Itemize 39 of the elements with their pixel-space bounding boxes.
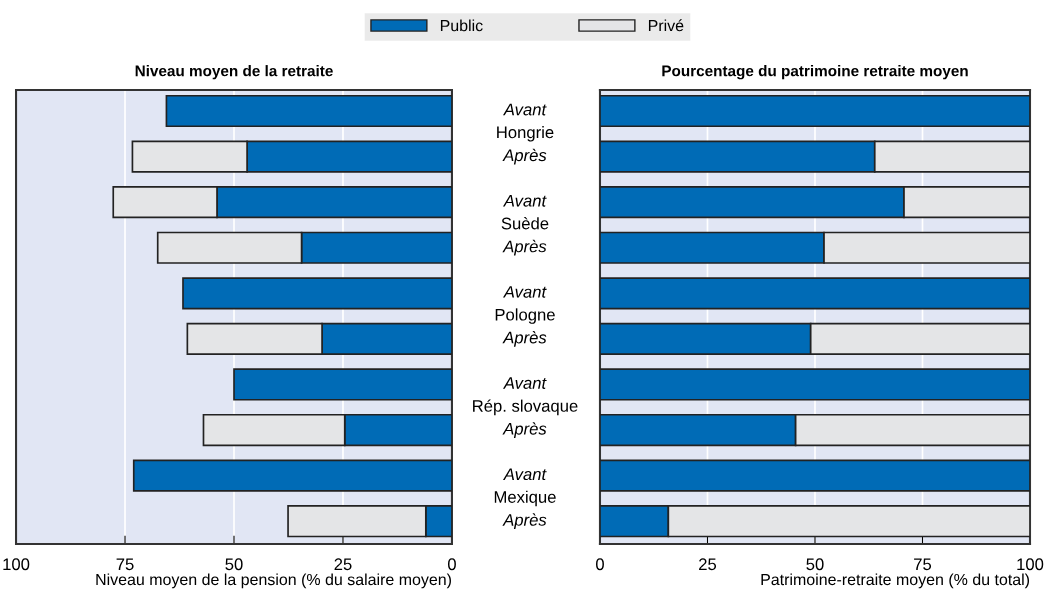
- bar: [132, 459, 452, 492]
- y-tick-label: Après: [502, 148, 547, 165]
- bar: [599, 94, 1030, 128]
- y-tick-label: Après: [502, 422, 547, 438]
- text: Hongrie: [497, 126, 554, 142]
- x-tick-label: 50: [806, 558, 824, 571]
- bar: [233, 368, 452, 401]
- x-tick-label: 25: [699, 558, 717, 571]
- x-tick-label: 75: [116, 558, 134, 571]
- y-tick-label: Après: [502, 239, 547, 256]
- x-tick-label: 50: [225, 558, 243, 571]
- y-tick-label: Après: [502, 513, 547, 530]
- bar: [599, 459, 1030, 492]
- y-tick-label: Avant: [502, 103, 547, 116]
- legend-label: Privé: [648, 19, 684, 32]
- bar: [599, 368, 1030, 401]
- text: Pologne: [495, 308, 555, 324]
- x-tick-label: 25: [334, 558, 352, 571]
- y-tick-label: Avant: [502, 377, 547, 389]
- x-axis-title: Niveau moyen de la pension (% du salaire moyen): [96, 573, 451, 589]
- x-tick-label: 75: [914, 558, 932, 571]
- text: Mexique: [494, 490, 556, 507]
- y-tick-label: Avant: [502, 468, 547, 481]
- bar: [182, 277, 452, 310]
- text: Suède: [501, 216, 549, 230]
- y-tick-label: Avant: [502, 286, 547, 298]
- bar: [165, 94, 452, 128]
- text: Rép. slovaque: [473, 399, 578, 416]
- x-tick-label: 0: [596, 558, 604, 571]
- x-tick-label: 0: [447, 558, 456, 571]
- y-tick-label: Avant: [502, 195, 547, 207]
- chart-title: Pourcentage du patrimoine retraite moyen: [662, 65, 968, 80]
- bar: [599, 277, 1030, 310]
- y-tick-label: Après: [502, 331, 547, 347]
- chart-title: Niveau moyen de la retraite: [135, 65, 333, 80]
- x-axis-title: Patrimoine-retraite moyen (% du total): [761, 573, 1030, 589]
- x-tick-label: 100: [1017, 558, 1044, 571]
- legend-label: Public: [440, 19, 483, 32]
- x-tick-label: 100: [3, 558, 30, 571]
